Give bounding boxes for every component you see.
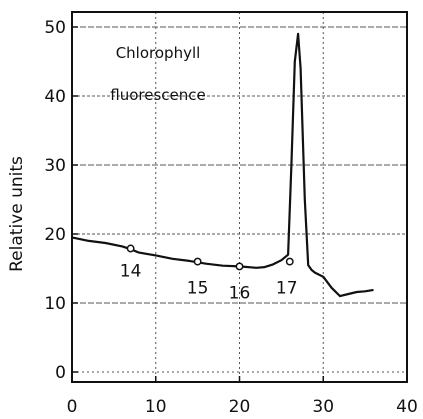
x-tick-label: 10: [145, 397, 167, 417]
sample-point: [193, 257, 202, 266]
grid-layer: [72, 12, 407, 382]
series-line: [71, 32, 374, 298]
y-tick-label: 30: [44, 156, 66, 176]
series-layer: [71, 32, 374, 298]
sample-point-label: 17: [276, 279, 298, 299]
x-tick-label: 30: [312, 397, 334, 417]
sample-point: [235, 262, 244, 271]
y-tick-label: 0: [55, 363, 66, 383]
tick-layer: 0 10 20 30 40 50 0 10 20 30 40: [44, 18, 417, 417]
sample-point: [285, 257, 294, 266]
sample-point-label: 15: [187, 279, 209, 299]
x-tick-label: 40: [396, 397, 418, 417]
annotation-line-1: Chlorophyll: [116, 44, 201, 62]
y-axis-label: Relative units: [7, 156, 27, 272]
sample-point-label: 16: [229, 283, 251, 303]
x-tick-label: 20: [229, 397, 251, 417]
y-tick-label: 50: [44, 18, 66, 38]
y-tick-label: 10: [44, 294, 66, 314]
sample-point-label: 14: [120, 261, 142, 281]
marker-layer: 14 15 16 17: [120, 244, 298, 303]
sample-point: [126, 244, 135, 253]
y-tick-label: 20: [44, 225, 66, 245]
y-tick-label: 40: [44, 87, 66, 107]
x-tick-label: 0: [67, 397, 78, 417]
annotation-line-2: fluorescence: [110, 86, 205, 104]
